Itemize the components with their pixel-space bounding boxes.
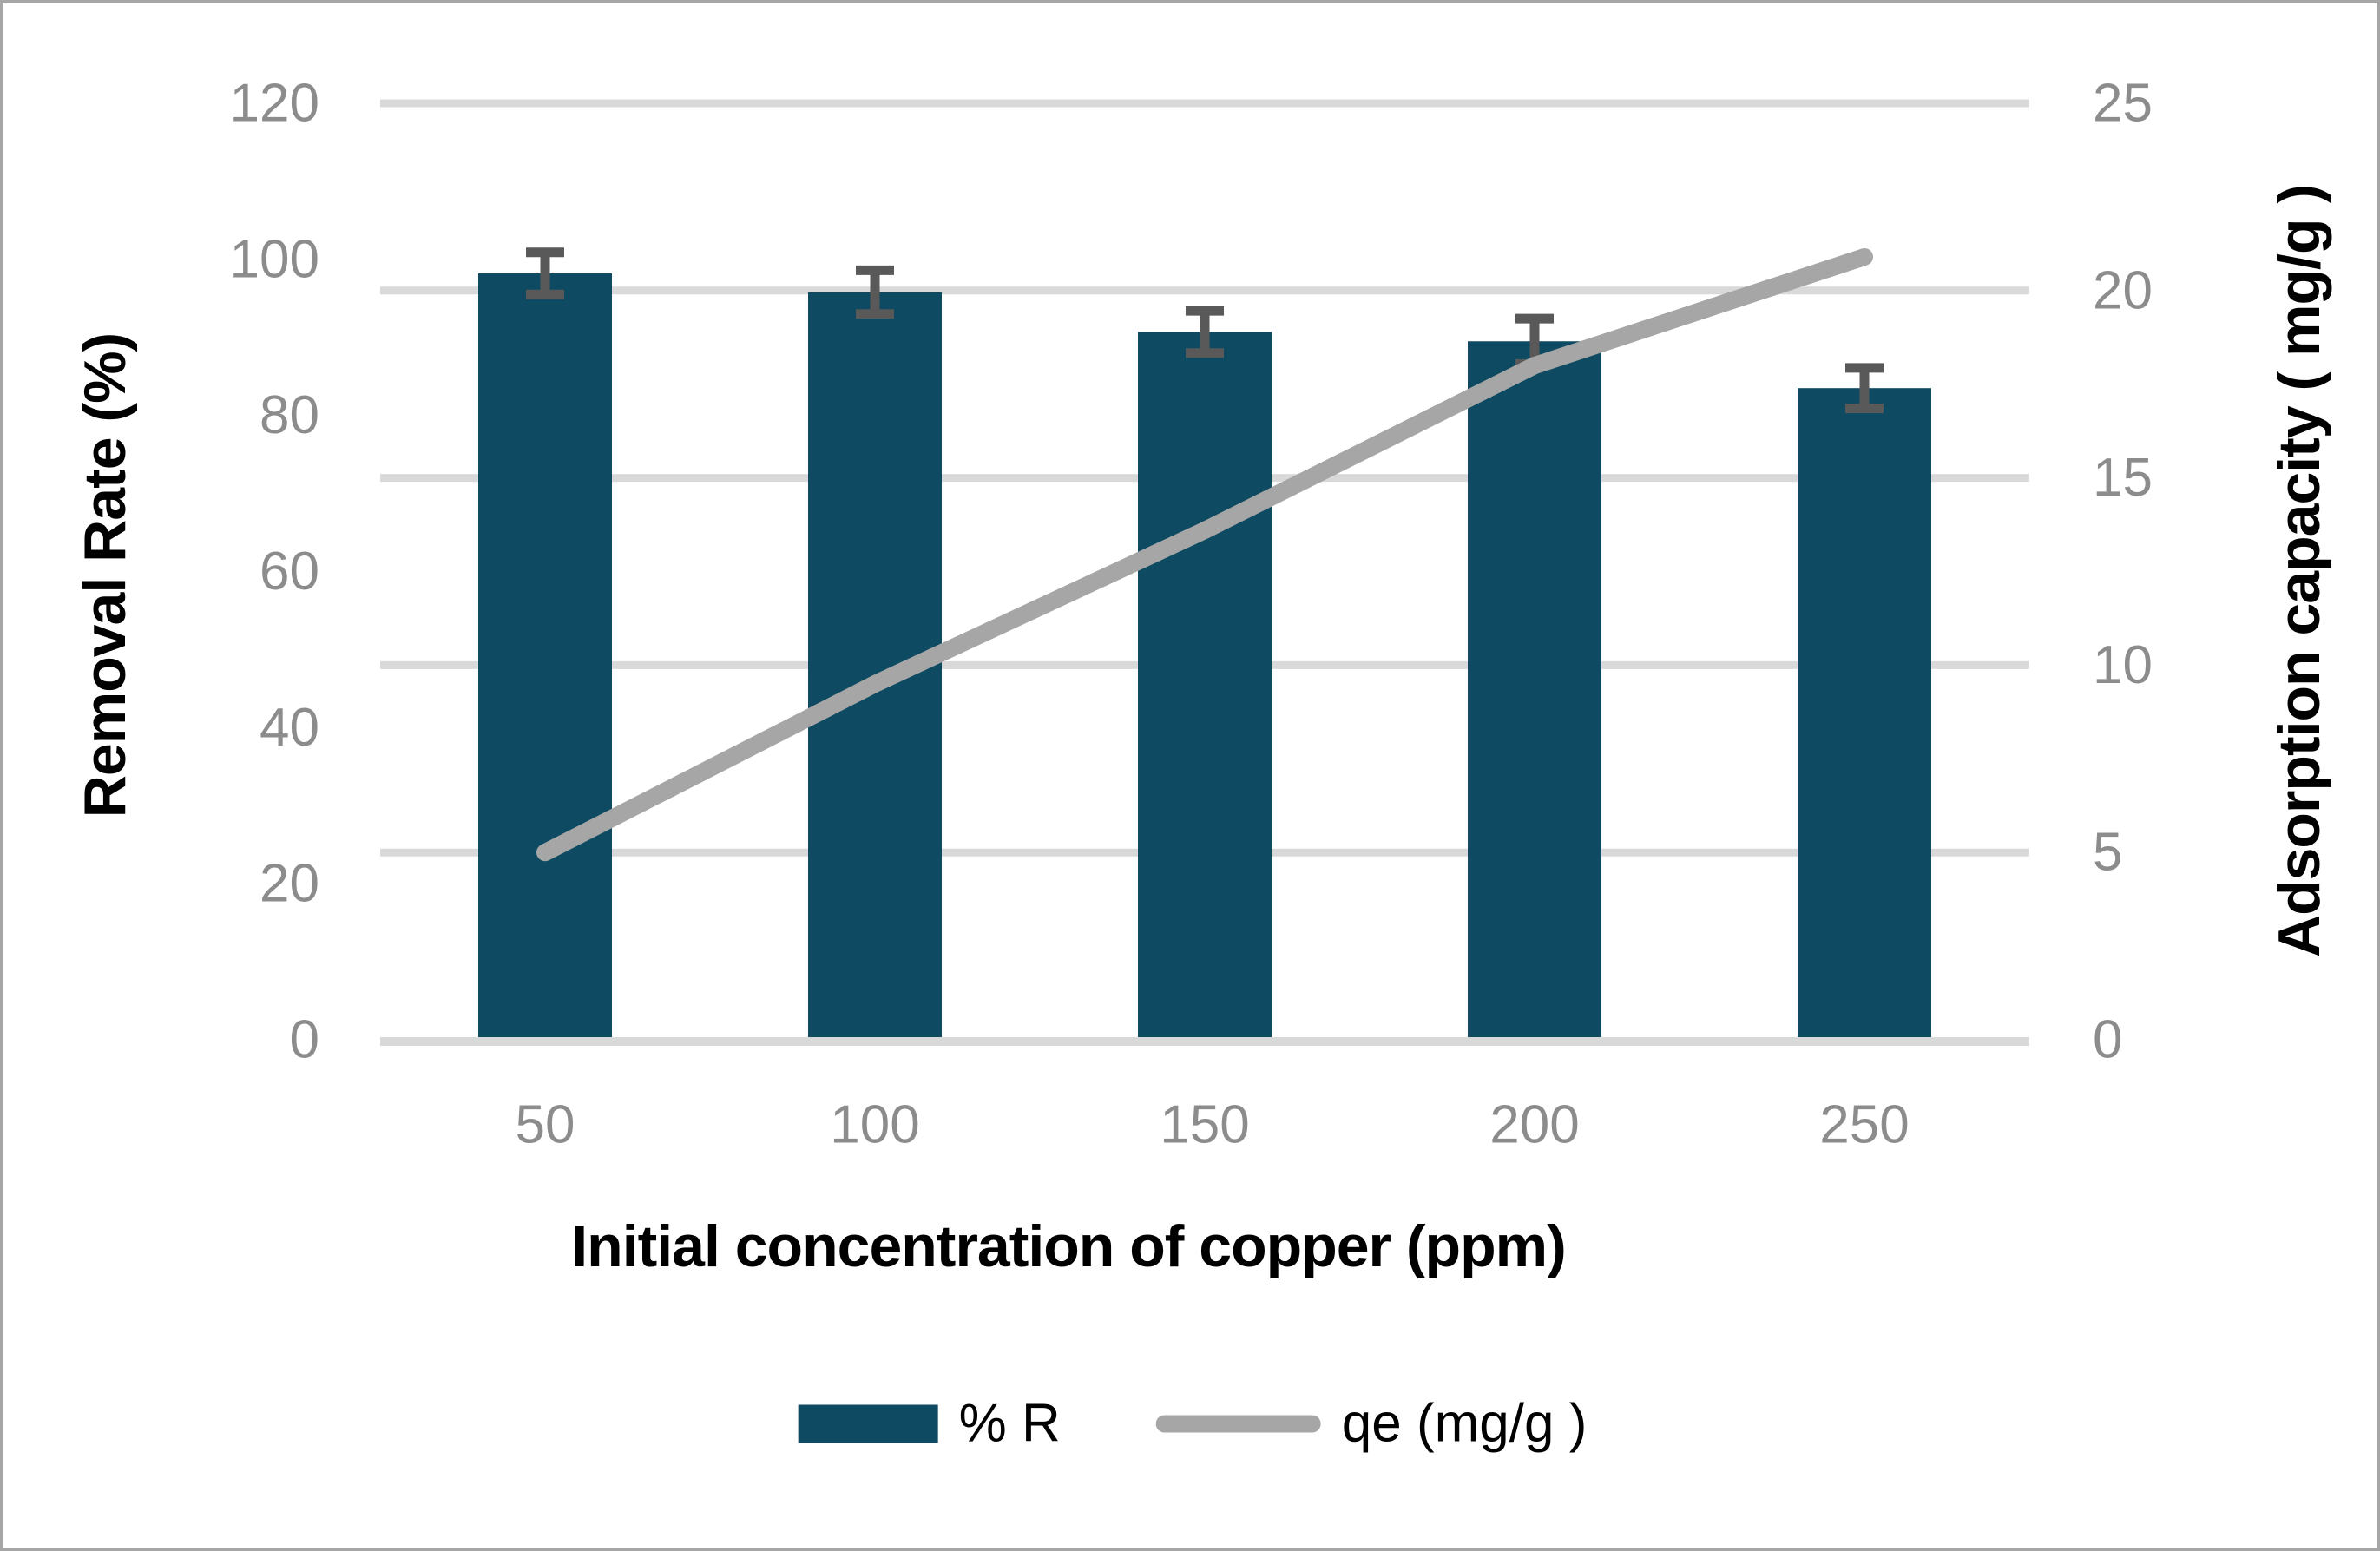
x-axis-title: Initial concentration of copper (ppm) [571,1213,1566,1279]
right-axis-tick-label: 10 [2093,635,2153,695]
legend-item-bar-series: % R [798,1393,1061,1455]
left-axis-tick-label: 40 [260,698,319,758]
x-axis-tick-label: 100 [830,1095,919,1155]
left-axis-tick-label: 80 [260,385,319,445]
right-axis-tick-label: 20 [2093,260,2153,320]
right-axis-tick-label: 0 [2093,1010,2122,1070]
x-axis-tick-label: 250 [1819,1095,1909,1155]
legend-label-line-series: qe (mg/g ) [1341,1393,1588,1454]
right-axis-tick-label: 25 [2093,74,2153,134]
x-axis-tick-label: 50 [516,1095,575,1155]
right-axis-title: Adsorption capacity ( mg/g ) [2266,184,2332,958]
bar-series-swatch [798,1404,938,1443]
legend: % R qe (mg/g ) [798,1393,1588,1455]
bar [1798,388,1931,1041]
left-axis-tick-label: 60 [260,542,319,601]
x-axis-tick-label: 150 [1160,1095,1249,1155]
left-axis-title: Removal Rate (%) [72,332,138,818]
bar [1138,332,1272,1041]
legend-label-bar-series: % R [958,1393,1061,1454]
legend-item-line-series: qe (mg/g ) [1155,1393,1588,1455]
left-axis-tick-label: 120 [230,74,319,134]
x-axis-tick-label: 200 [1489,1095,1579,1155]
right-axis-tick-label: 5 [2093,823,2122,883]
left-axis-tick-label: 0 [290,1010,319,1070]
left-axis-tick-label: 100 [230,229,319,289]
bar [1468,341,1601,1040]
left-axis-tick-label: 20 [260,854,319,914]
bar [478,273,612,1041]
chart-canvas: 0 20 40 60 80 100 120 0 5 10 15 20 25 50 100 150 200 250 [230,74,2153,1155]
line-series-swatch [1155,1415,1321,1432]
qe-line [536,247,1873,862]
right-axis-tick-label: 15 [2093,448,2153,508]
